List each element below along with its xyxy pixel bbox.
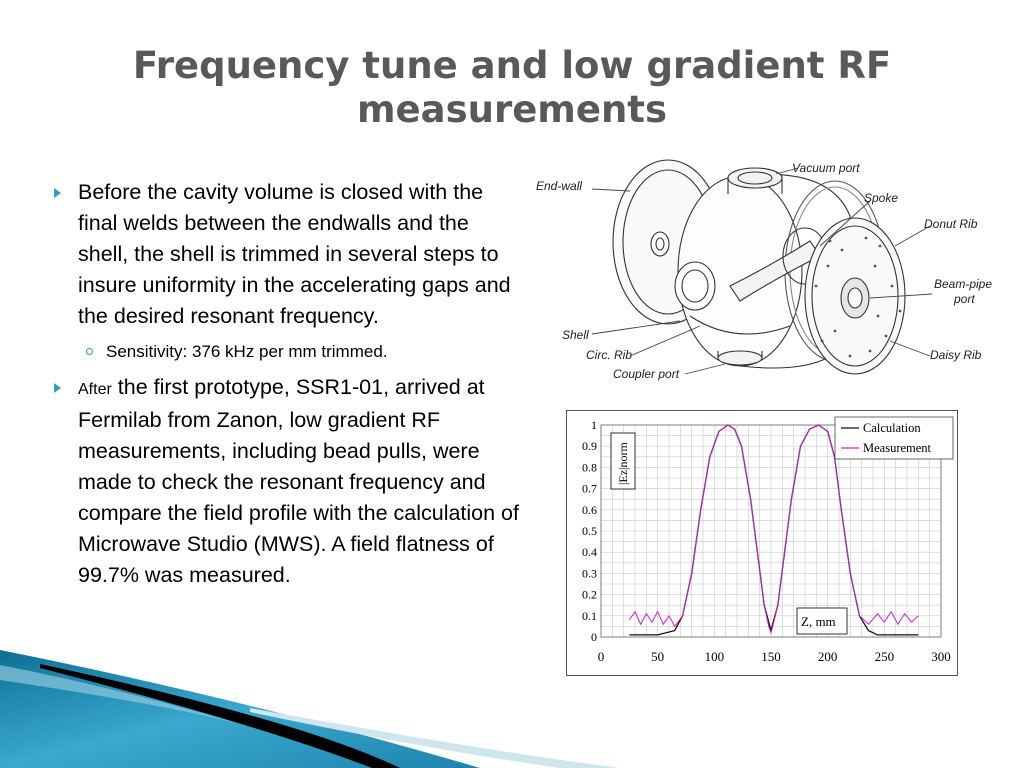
x-tick-labels: 0 50 100 150 200 250 300 bbox=[598, 649, 951, 664]
y-tick-label: 0.6 bbox=[582, 503, 597, 517]
x-axis-label: Z, mm bbox=[801, 614, 836, 629]
chart-svg: 0 0.1 0.2 0.3 0.4 0.5 0.6 0.7 0.8 0.9 1 0 50 100 150 2… bbox=[582, 416, 954, 664]
bullet-item-trim: Before the cavity volume is closed with … bbox=[52, 177, 522, 332]
x-tick-label: 100 bbox=[705, 649, 725, 664]
y-tick-label: 1 bbox=[591, 418, 597, 432]
label-shell: Shell bbox=[562, 328, 589, 342]
label-end-wall: End-wall bbox=[536, 179, 582, 193]
y-tick-label: 0.1 bbox=[582, 609, 597, 623]
y-tick-label: 0.4 bbox=[582, 545, 597, 559]
bullet-arrow-icon bbox=[54, 383, 61, 393]
field-profile-chart: 0 0.1 0.2 0.3 0.4 0.5 0.6 0.7 0.8 0.9 1 0 50 100 150 2… bbox=[566, 410, 958, 676]
slide-title: Frequency tune and low gradient RF measu… bbox=[120, 44, 904, 132]
sub-bullet-ring-icon bbox=[86, 348, 93, 355]
bullet-text: Before the cavity volume is closed with … bbox=[78, 180, 511, 328]
y-tick-labels: 0 0.1 0.2 0.3 0.4 0.5 0.6 0.7 0.8 0.9 1 bbox=[582, 418, 597, 644]
series-line-measurement bbox=[628, 424, 919, 635]
vacuum-port bbox=[727, 167, 783, 189]
sub-bullet-sensitivity: Sensitivity: 376 kHz per mm trimmed. bbox=[52, 340, 522, 364]
title-line-2: measurements bbox=[356, 88, 668, 131]
y-axis-label: |Ez|norm bbox=[616, 442, 630, 485]
corner-swoosh-decoration bbox=[0, 650, 620, 768]
x-tick-label: 50 bbox=[651, 649, 664, 664]
legend-calculation: Calculation bbox=[863, 421, 921, 435]
y-tick-label: 0.8 bbox=[582, 460, 597, 474]
x-tick-label: 250 bbox=[875, 649, 895, 664]
label-circ-rib: Circ. Rib bbox=[586, 348, 632, 362]
series-layer bbox=[628, 424, 919, 636]
chart-legend: Calculation Measurement bbox=[834, 416, 954, 460]
label-vacuum-port: Vacuum port bbox=[792, 161, 860, 175]
y-tick-label: 0.3 bbox=[582, 566, 597, 580]
y-axis-label-box: |Ez|norm bbox=[610, 432, 636, 490]
y-tick-label: 0.9 bbox=[582, 439, 597, 453]
x-tick-label: 150 bbox=[761, 649, 781, 664]
title-line-1: Frequency tune and low gradient RF bbox=[132, 44, 892, 87]
grid-layer bbox=[600, 424, 942, 638]
label-spoke: Spoke bbox=[864, 191, 898, 205]
side-port bbox=[674, 261, 716, 311]
legend-measurement: Measurement bbox=[863, 441, 932, 455]
bullet-item-measurements: After the first prototype, SSR1-01, arri… bbox=[52, 372, 522, 591]
label-beam-pipe-port: Beam-pipe bbox=[934, 277, 992, 291]
y-tick-label: 0.7 bbox=[582, 482, 597, 496]
cavity-diagram: Vacuum port End-wall Spoke Donut Rib Bea… bbox=[536, 159, 992, 381]
x-tick-label: 200 bbox=[818, 649, 838, 664]
coupler-port bbox=[717, 350, 763, 366]
y-tick-label: 0 bbox=[591, 630, 597, 644]
body-text: Before the cavity volume is closed with … bbox=[52, 177, 522, 591]
sub-bullet-text: Sensitivity: 376 kHz per mm trimmed. bbox=[106, 342, 388, 361]
bullet-lead-word: After bbox=[78, 381, 112, 398]
label-beam-pipe-port-2: port bbox=[953, 292, 975, 306]
bullet-arrow-icon bbox=[54, 188, 61, 198]
y-tick-label: 0.5 bbox=[582, 524, 597, 538]
x-tick-label: 300 bbox=[931, 649, 951, 664]
bullet-text: the first prototype, SSR1-01, arrived at… bbox=[78, 375, 519, 587]
x-tick-label: 0 bbox=[598, 649, 605, 664]
label-daisy-rib: Daisy Rib bbox=[930, 348, 982, 362]
plot-frame bbox=[600, 424, 942, 638]
x-axis-label-box: Z, mm bbox=[796, 607, 848, 635]
label-coupler-port: Coupler port bbox=[613, 367, 680, 381]
label-donut-rib: Donut Rib bbox=[924, 217, 978, 231]
y-tick-label: 0.2 bbox=[582, 588, 597, 602]
